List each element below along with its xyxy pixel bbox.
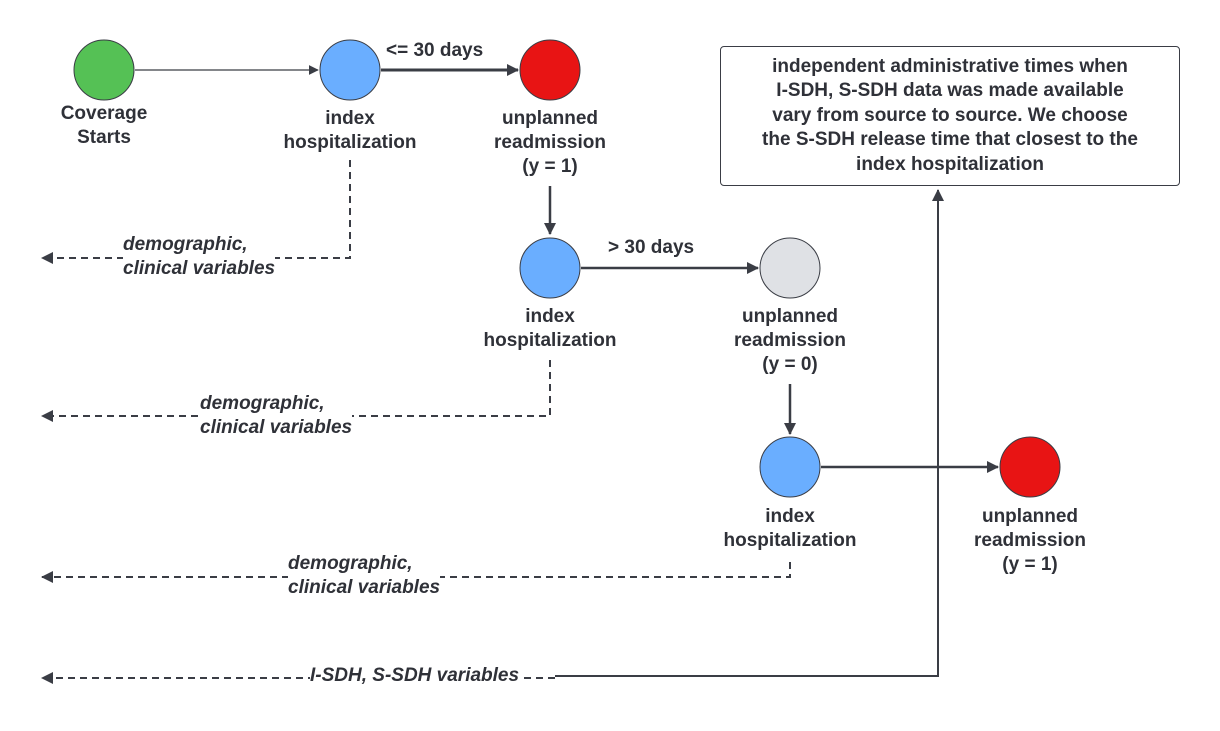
node-readmission-3 [999,436,1061,498]
dashed-variables-row2 [41,360,551,422]
label-line: unplanned [741,306,839,327]
node-index-2 [519,237,581,299]
label-line: Starts [77,127,131,148]
note-line: vary from source to source. We choose [772,104,1128,126]
label-coverage-start: Coverage Starts [34,102,174,150]
label-line: readmission [974,530,1086,551]
dashed-variables-row3 [41,562,791,583]
variables-line: clinical variables [200,417,353,438]
label-index-1: index hospitalization [260,107,440,155]
label-line: readmission [734,330,846,351]
label-readmission-1: unplanned readmission (y = 1) [460,107,640,179]
note-line: the S-SDH release time that closest to t… [762,129,1138,151]
node-coverage-start [73,39,135,101]
node-index-1 [319,39,381,101]
label-line: Coverage [60,103,148,124]
edge-sdh-to-note [555,189,944,677]
variables-line: demographic, [123,234,248,255]
variables-row2: demographic, clinical variables [200,392,353,440]
label-line: index [765,506,815,527]
edge-label-over-30-days: > 30 days [608,237,695,258]
label-line: unplanned [981,506,1079,527]
label-line: readmission [494,132,606,153]
variables-line: clinical variables [288,577,441,598]
variables-line: demographic, [288,553,413,574]
node-index-3 [759,436,821,498]
variables-line: clinical variables [123,258,276,279]
edge-label-within-30-days: <= 30 days [386,40,484,61]
variables-row1: demographic, clinical variables [123,233,276,281]
label-index-2: index hospitalization [460,305,640,353]
label-line: unplanned [501,108,599,129]
variables-sdh: I-SDH, S-SDH variables [310,664,520,688]
node-readmission-2 [759,237,821,299]
node-readmission-1 [519,39,581,101]
label-line: (y = 0) [762,354,818,375]
label-index-3: index hospitalization [700,505,880,553]
label-readmission-2: unplanned readmission (y = 0) [700,305,880,377]
label-readmission-3: unplanned readmission (y = 1) [940,505,1120,577]
label-line: index [325,108,375,129]
note-line: independent administrative times when [772,55,1128,77]
label-line: (y = 1) [1002,554,1058,575]
note-line: index hospitalization [856,153,1044,175]
variables-row3: demographic, clinical variables [288,552,441,600]
label-line: hospitalization [483,330,617,351]
note-box: independent administrative times when I-… [720,46,1180,186]
label-line: index [525,306,575,327]
label-line: (y = 1) [522,156,578,177]
variables-line: demographic, [200,393,325,414]
label-line: hospitalization [283,132,417,153]
label-line: hospitalization [723,530,857,551]
note-line: I-SDH, S-SDH data was made available [776,80,1124,102]
